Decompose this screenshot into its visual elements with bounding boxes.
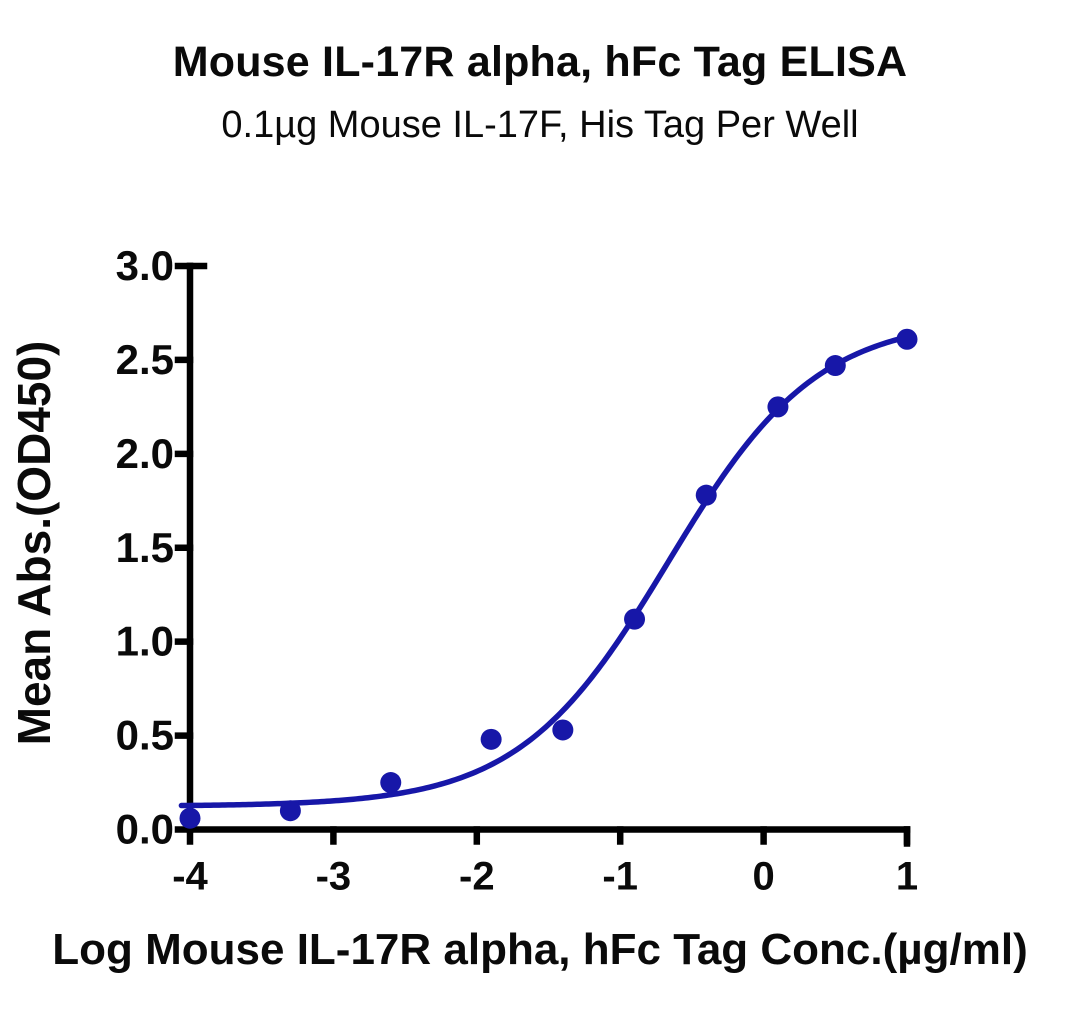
svg-text:-1: -1 — [602, 855, 638, 899]
svg-text:-4: -4 — [172, 855, 208, 899]
svg-text:1.0: 1.0 — [116, 618, 174, 665]
svg-text:2.0: 2.0 — [116, 430, 174, 477]
svg-text:0: 0 — [752, 855, 774, 899]
svg-text:2.5: 2.5 — [116, 336, 174, 383]
svg-text:1.5: 1.5 — [116, 524, 174, 571]
svg-text:3.0: 3.0 — [116, 242, 174, 289]
svg-text:0.0: 0.0 — [116, 806, 174, 853]
svg-text:-3: -3 — [316, 855, 352, 899]
svg-text:0.5: 0.5 — [116, 712, 174, 759]
svg-text:-2: -2 — [459, 855, 495, 899]
svg-text:1: 1 — [896, 855, 918, 899]
